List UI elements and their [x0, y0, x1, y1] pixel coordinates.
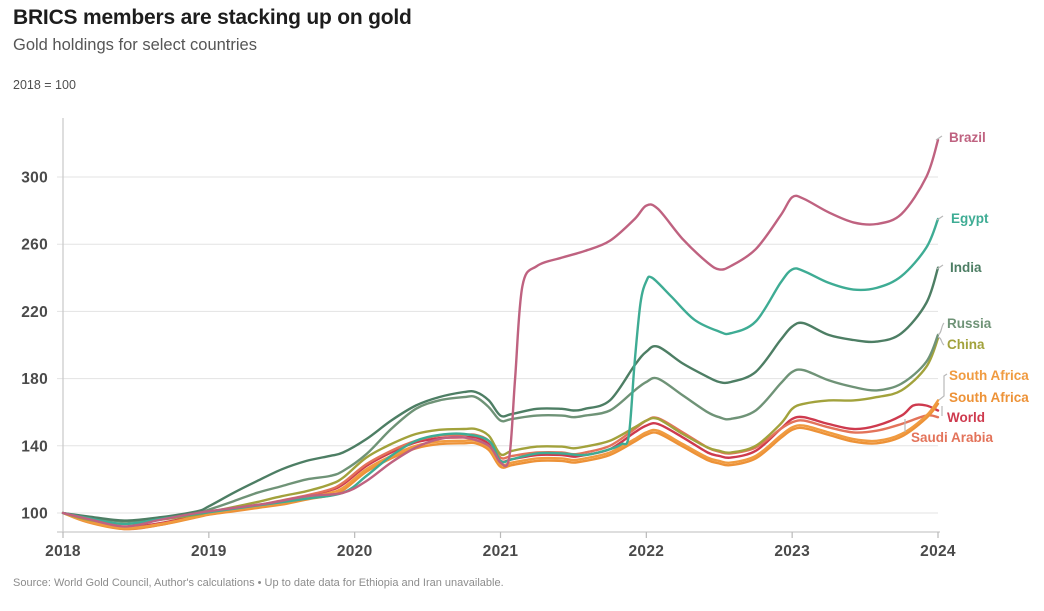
series-line-brazil: [61, 138, 940, 528]
leader-egypt: [936, 215, 944, 221]
series-layer: [61, 138, 940, 531]
index-base-note: 2018 = 100: [13, 78, 76, 92]
series-line-south-africa: [61, 402, 940, 531]
page-title: BRICS members are stacking up on gold: [13, 6, 412, 29]
series-line-egypt: [61, 217, 940, 526]
x-tick-label: 2018: [45, 543, 81, 560]
series-label-brazil: Brazil: [949, 130, 986, 145]
grid-layer: 100 140 180 220 260 300 2018 2019 2020 2021 2022 20…: [21, 118, 956, 560]
series-label-china: China: [947, 337, 985, 352]
series-label-russia: Russia: [947, 316, 992, 331]
x-tick-label: 2021: [483, 543, 519, 560]
chart-subtitle: Gold holdings for select countries: [13, 36, 257, 54]
x-tick-label: 2020: [337, 543, 373, 560]
x-tick-label: 2019: [191, 543, 227, 560]
series-label-saudi-arabia: Saudi Arabia: [911, 430, 994, 445]
series-line-russia: [61, 333, 940, 523]
y-tick-label: 100: [21, 506, 48, 523]
leader-lines: [904, 135, 948, 432]
y-tick-label: 140: [21, 438, 48, 455]
x-tick-label: 2022: [628, 543, 664, 560]
y-tick-label: 300: [21, 170, 48, 187]
series-line-china: [61, 337, 940, 526]
leader-south-africa-bracket: [938, 373, 948, 401]
series-label-india: India: [950, 260, 982, 275]
leader-russia-china-bracket: [937, 322, 945, 346]
series-label-egypt: Egypt: [951, 211, 989, 226]
source-note: Source: World Gold Council, Author's cal…: [13, 577, 504, 589]
y-tick-label: 220: [21, 304, 48, 321]
x-tick-label: 2023: [774, 543, 810, 560]
series-label-south-africa-1: South Africa: [949, 368, 1029, 383]
x-tick-label: 2024: [920, 543, 956, 560]
leader-india: [936, 264, 944, 270]
y-tick-label: 180: [21, 371, 48, 388]
leader-brazil: [935, 135, 943, 141]
series-label-south-africa-2: South Africa: [949, 390, 1029, 405]
y-tick-label: 260: [21, 237, 48, 254]
series-line-india: [61, 266, 940, 522]
series-label-world: World: [947, 410, 985, 425]
